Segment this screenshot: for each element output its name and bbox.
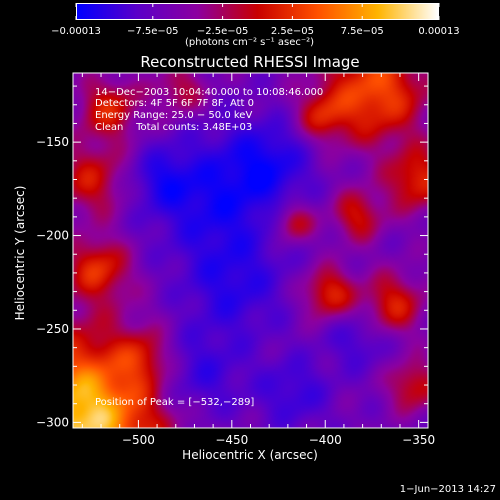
chart-title: Reconstructed RHESSI Image <box>140 53 360 71</box>
x-tick-label: −350 <box>402 433 435 447</box>
annotation-energy: Energy Range: 25.0 − 50.0 keV <box>95 110 253 121</box>
colorbar-tick-label: 2.5e−05 <box>271 26 314 37</box>
annotation-detectors: Detectors: 4F 5F 6F 7F 8F, Att 0 <box>95 98 255 109</box>
x-tick-label: −500 <box>122 433 155 447</box>
x-axis-label: Heliocentric X (arcsec) <box>182 448 318 462</box>
y-tick-label: −250 <box>36 322 69 336</box>
peak-annotation: Position of Peak = [−532,−289] <box>95 397 255 408</box>
annotation-clean: Clean Total counts: 3.48E+03 <box>95 122 253 133</box>
colorbar-label: (photons cm⁻² s⁻¹ asec⁻²) <box>185 37 315 48</box>
annotation-time: 14−Dec−2003 10:04:40.000 to 10:08:46.000 <box>95 87 324 98</box>
y-tick-label: −200 <box>36 229 69 243</box>
colorbar-tick-label: 0.00013 <box>418 26 459 37</box>
x-tick-label: −450 <box>215 433 248 447</box>
colorbar-tick-label: 7.5e−05 <box>341 26 384 37</box>
x-tick-label: −400 <box>309 433 342 447</box>
y-tick-label: −300 <box>36 415 69 429</box>
colorbar <box>76 3 439 20</box>
y-axis-label: Heliocentric Y (arcsec) <box>13 185 27 321</box>
heatmap-image <box>73 73 428 428</box>
colorbar-tick-label: −2.5e−05 <box>197 26 249 37</box>
colorbar-tick-label: −0.00013 <box>51 26 101 37</box>
colorbar-tick-label: −7.5e−05 <box>127 26 179 37</box>
y-tick-label: −150 <box>36 135 69 149</box>
footer-timestamp: 1−Jun−2013 14:27 <box>399 484 496 495</box>
